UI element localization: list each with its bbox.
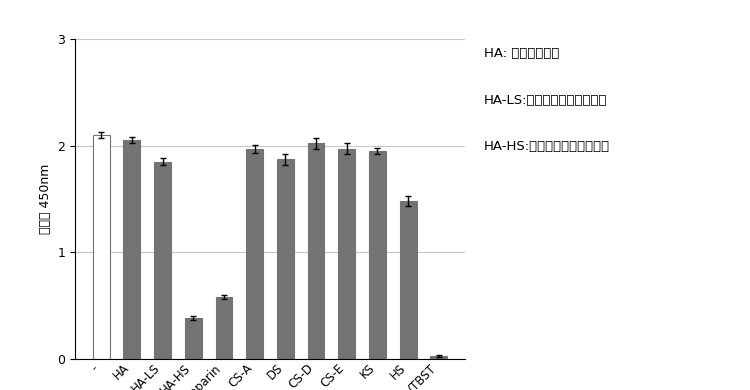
Text: HA-LS:低硫酸化ヒアルロン酸: HA-LS:低硫酸化ヒアルロン酸 — [484, 94, 608, 106]
Bar — [338, 149, 356, 359]
Bar — [246, 149, 263, 359]
Bar — [400, 201, 416, 359]
Text: HA-HS:高硫酸化ヒアルロン酸: HA-HS:高硫酸化ヒアルロン酸 — [484, 140, 610, 153]
Bar — [430, 356, 447, 359]
Bar — [308, 144, 325, 359]
Bar — [154, 161, 171, 359]
Bar — [184, 318, 202, 359]
Text: HA: ヒアルロン酸: HA: ヒアルロン酸 — [484, 47, 559, 60]
Bar — [93, 135, 110, 359]
Bar — [124, 140, 140, 359]
Y-axis label: 吸光度 450nm: 吸光度 450nm — [39, 164, 52, 234]
Bar — [277, 160, 294, 359]
Bar — [215, 297, 232, 359]
Bar — [369, 151, 386, 359]
